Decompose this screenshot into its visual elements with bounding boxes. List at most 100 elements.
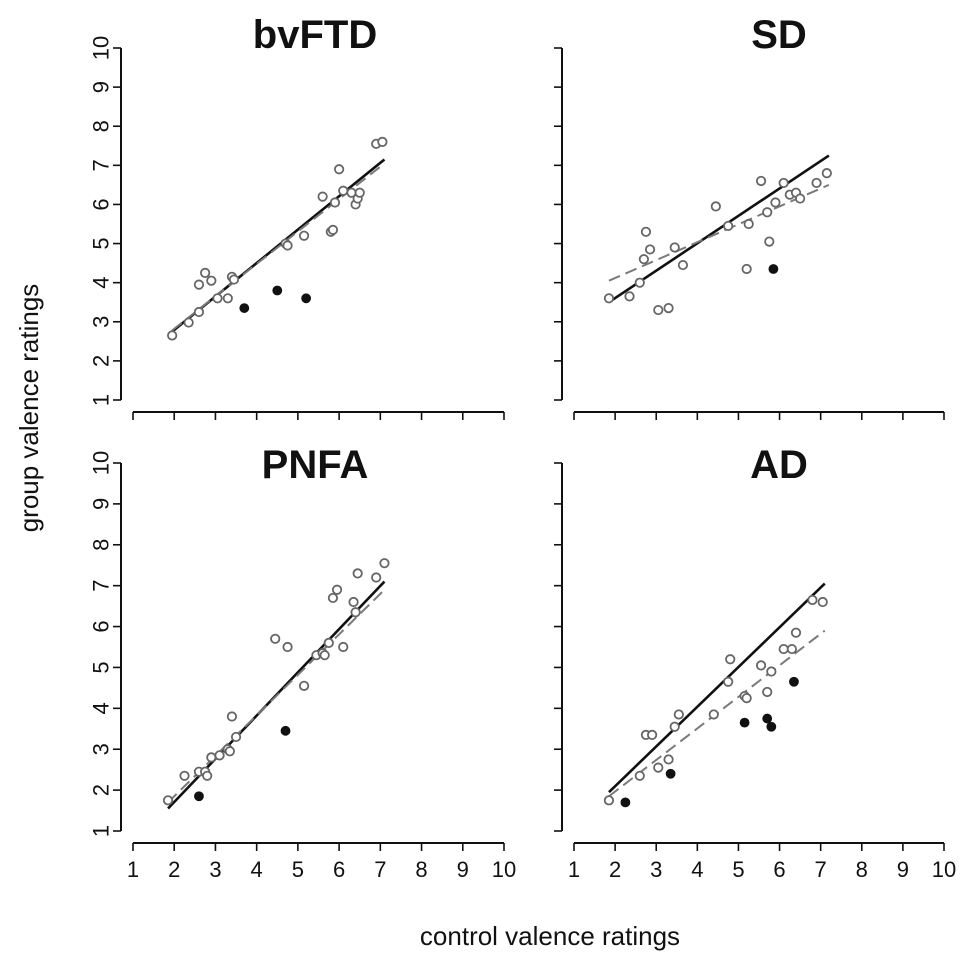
open-data-point [741, 263, 752, 275]
open-data-point [327, 224, 339, 235]
open-data-point [653, 762, 664, 773]
open-data-point [663, 754, 674, 765]
open-data-point [228, 274, 240, 285]
open-data-point [270, 633, 281, 644]
y-tick-label: 8 [89, 539, 114, 551]
y-tick-label: 2 [89, 784, 114, 796]
open-data-point [214, 750, 225, 761]
open-data-point [222, 293, 233, 304]
y-tick-label: 6 [89, 620, 114, 632]
x-tick-label: 2 [609, 857, 621, 882]
y-tick-label: 5 [89, 237, 114, 249]
filled-data-point [272, 285, 283, 296]
open-data-point [624, 291, 635, 302]
x-tick-label: 5 [292, 857, 304, 882]
x-tick-label: 10 [932, 857, 956, 882]
open-data-point [741, 693, 752, 704]
filled-data-point [301, 293, 312, 304]
open-data-point [282, 240, 293, 251]
y-tick-label: 5 [89, 661, 114, 673]
panel-ad: AD 1 2 3 4 5 6 7 8 9 10 [554, 443, 956, 882]
panel-title: SD [751, 13, 807, 57]
panel-title: PNFA [262, 443, 369, 487]
open-data-point [817, 596, 828, 608]
open-data-point [640, 226, 652, 237]
open-data-point [795, 193, 806, 204]
open-data-point [638, 254, 649, 265]
x-tick-label: 4 [251, 857, 263, 882]
y-tick-label: 2 [89, 355, 114, 367]
y-tick-label: 7 [89, 159, 114, 171]
open-data-point [162, 795, 174, 806]
open-data-point [282, 641, 293, 653]
y-tick-label: 6 [89, 198, 114, 210]
open-data-point [183, 317, 194, 328]
x-tick-label: 8 [415, 857, 427, 882]
y-tick-label: 3 [89, 316, 114, 328]
open-data-point [821, 168, 832, 179]
open-data-point [708, 709, 719, 720]
open-data-point [762, 686, 773, 698]
panel-sd: SD [554, 13, 945, 420]
y-tick-label: 9 [89, 498, 114, 510]
open-data-point [298, 230, 310, 241]
filled-data-point [280, 725, 291, 736]
open-data-point [644, 244, 656, 255]
x-tick-label: 8 [856, 857, 868, 882]
open-data-point [669, 721, 680, 732]
y-tick-label: 1 [89, 394, 114, 406]
solid-fit-line [608, 582, 826, 794]
open-data-point [298, 680, 310, 691]
filled-data-point [766, 721, 777, 732]
open-data-point [647, 729, 658, 741]
open-data-point [723, 220, 734, 232]
x-tick-label: 6 [773, 857, 785, 882]
open-data-point [350, 607, 361, 618]
open-data-point [338, 641, 349, 653]
open-data-point [766, 666, 777, 677]
y-axis-label: group valence ratings [14, 284, 44, 533]
open-data-point [327, 592, 339, 604]
x-tick-label: 10 [492, 857, 516, 882]
open-data-point [377, 136, 388, 147]
open-data-point [770, 197, 781, 208]
open-data-point [230, 731, 242, 743]
x-tick-label: 5 [732, 857, 744, 882]
open-data-point [634, 770, 645, 781]
open-data-point [725, 654, 736, 665]
dashed-fit-line [167, 589, 386, 804]
open-data-point [202, 770, 213, 781]
open-data-point [778, 643, 789, 655]
open-data-point [371, 572, 382, 583]
open-data-point [786, 643, 797, 655]
y-tick-label: 9 [89, 81, 114, 93]
open-data-point [200, 267, 211, 278]
open-data-point [206, 752, 217, 763]
open-data-point [352, 568, 363, 579]
y-tick-label: 4 [89, 702, 114, 714]
open-data-point [348, 596, 359, 608]
filled-data-point [239, 303, 250, 313]
open-data-point [167, 330, 178, 341]
panel-grid: bvFTD 1 2 3 4 5 6 7 8 9 10 SD PNFA 1 2 3 4 5 6 7 8 9 10 1 2 3 4 5 6 7… [89, 13, 957, 882]
open-data-point [653, 304, 664, 316]
open-data-point [790, 627, 802, 638]
open-data-point [663, 302, 674, 314]
filled-data-point [789, 676, 799, 687]
panel-pnfa: PNFA 1 2 3 4 5 6 7 8 9 10 1 2 3 4 5 6 7 8 9 10 [89, 443, 517, 882]
open-data-point [317, 191, 328, 202]
open-data-point [811, 177, 822, 189]
open-data-point [755, 175, 767, 187]
open-data-point [331, 584, 343, 595]
open-data-point [179, 770, 190, 781]
x-tick-label: 6 [333, 857, 345, 882]
open-data-point [206, 275, 217, 286]
y-tick-label: 10 [89, 451, 114, 475]
open-data-point [634, 277, 645, 288]
open-data-point [603, 795, 615, 806]
open-data-point [193, 279, 205, 290]
solid-fit-line [608, 154, 830, 304]
x-tick-label: 4 [691, 857, 703, 882]
open-data-point [743, 218, 754, 230]
filled-data-point [768, 264, 779, 274]
